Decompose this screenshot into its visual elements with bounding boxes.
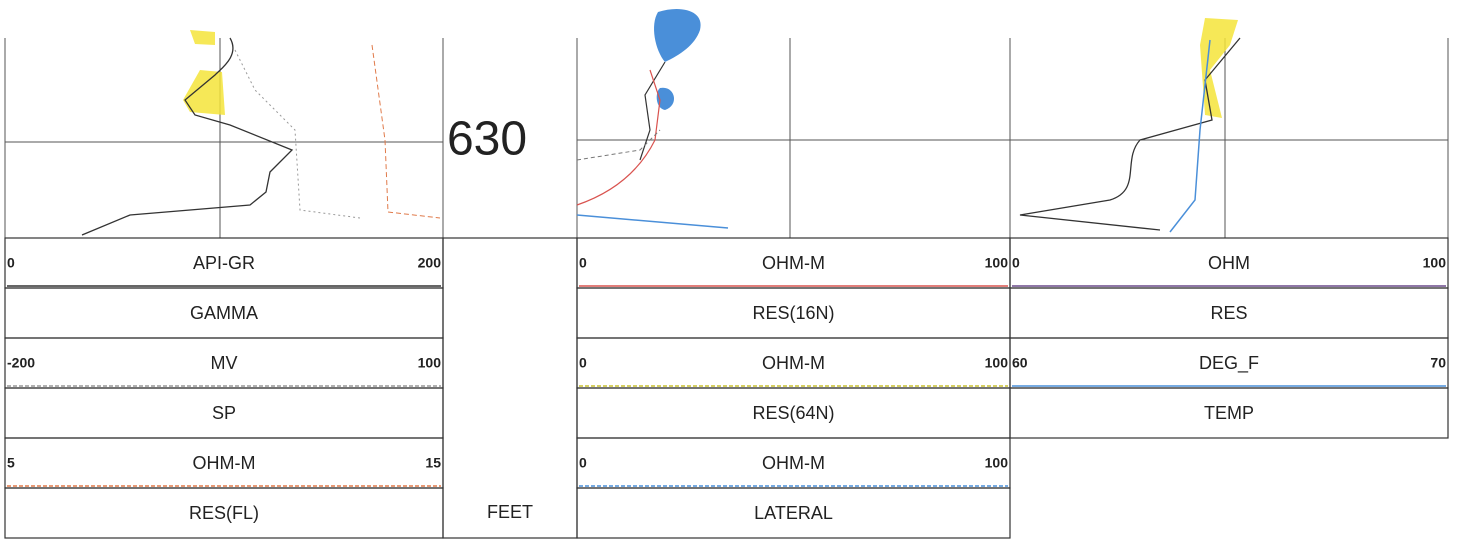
temp-curve — [1169, 39, 1211, 233]
res-64n-curve — [576, 129, 661, 161]
scale-unit: OHM-M — [762, 253, 825, 273]
curve-name: LATERAL — [754, 503, 833, 523]
scale-max: 200 — [418, 255, 442, 271]
scale-unit: API-GR — [193, 253, 255, 273]
scale-min: -200 — [7, 355, 35, 371]
scale-min: 0 — [1012, 255, 1020, 271]
scale-max: 100 — [418, 355, 442, 371]
scale-max: 100 — [1423, 255, 1447, 271]
curve-name: RES — [1210, 303, 1247, 323]
depth-unit: FEET — [487, 502, 533, 522]
name-row — [576, 487, 1011, 539]
curve-name: RES(64N) — [752, 403, 834, 423]
shading — [654, 9, 701, 110]
scale-min: 0 — [579, 255, 587, 271]
name-row — [1009, 387, 1449, 439]
shading — [183, 30, 225, 115]
curve-name: SP — [212, 403, 236, 423]
res-fl-curve — [371, 44, 441, 219]
scale-max: 15 — [425, 455, 441, 471]
scale-unit: DEG_F — [1199, 353, 1259, 374]
log-curves — [4, 9, 1449, 238]
res-curve — [1019, 37, 1241, 231]
scale-max: 100 — [985, 355, 1009, 371]
curve-name: TEMP — [1204, 403, 1254, 423]
scale-min: 0 — [7, 255, 15, 271]
curve-name: RES(FL) — [189, 503, 259, 523]
scale-unit: OHM-M — [762, 353, 825, 373]
depth-label: 630 — [447, 113, 527, 166]
res-16n-curve — [576, 69, 661, 206]
scale-unit: MV — [211, 353, 238, 373]
scale-min: 60 — [1012, 355, 1028, 371]
name-row — [4, 487, 444, 539]
scale-max: 100 — [985, 455, 1009, 471]
scale-unit: OHM-M — [193, 453, 256, 473]
scale-min: 0 — [579, 455, 587, 471]
shading — [1200, 18, 1238, 118]
scale-min: 0 — [579, 355, 587, 371]
depth-column — [442, 237, 578, 539]
scale-min: 5 — [7, 455, 15, 471]
gamma-curve — [81, 37, 294, 236]
scale-unit: OHM — [1208, 253, 1250, 273]
curve-name: GAMMA — [190, 303, 258, 323]
scale-max: 100 — [985, 255, 1009, 271]
sp-curve — [234, 49, 361, 219]
scale-unit: OHM-M — [762, 453, 825, 473]
lateral-curve — [576, 214, 729, 229]
curve-name: RES(16N) — [752, 303, 834, 323]
scale-max: 70 — [1430, 355, 1446, 371]
